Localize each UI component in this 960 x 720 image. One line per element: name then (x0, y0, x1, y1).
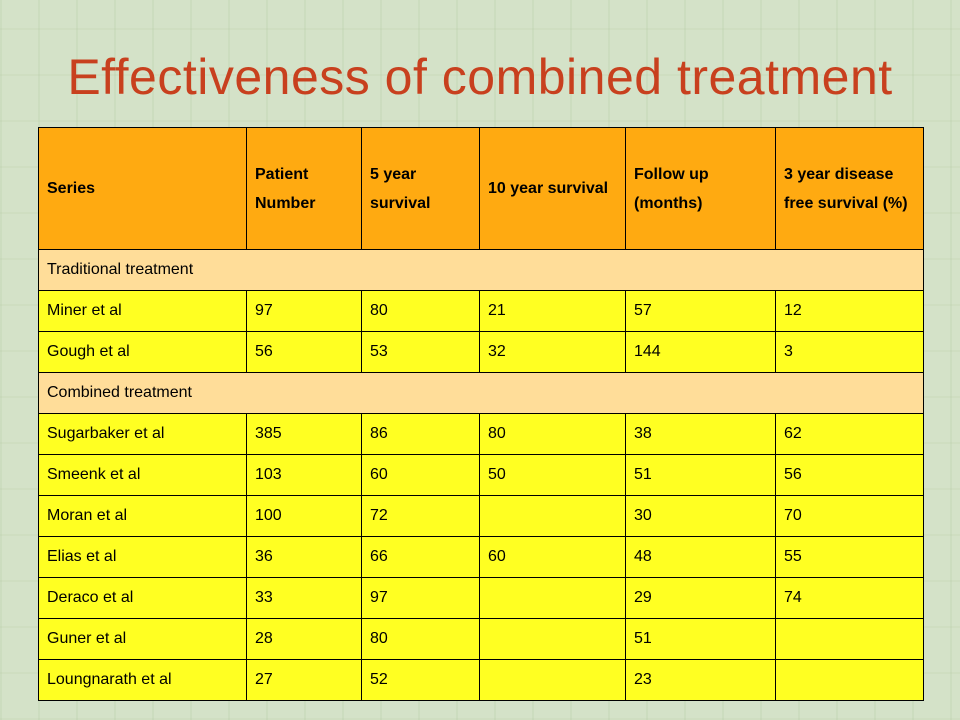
cell-10yr (479, 495, 626, 537)
table-row: Smeenk et al 103 60 50 51 56 (38, 454, 924, 496)
cell-5yr: 53 (361, 331, 480, 373)
cell-series: Sugarbaker et al (38, 413, 247, 455)
cell-5yr: 66 (361, 536, 480, 578)
results-table: Series Patient Number 5 year survival 10… (38, 127, 924, 701)
cell-dfs: 62 (775, 413, 924, 455)
cell-series: Moran et al (38, 495, 247, 537)
section-row-traditional: Traditional treatment (38, 249, 924, 291)
cell-series: Elias et al (38, 536, 247, 578)
cell-follow-up: 51 (625, 618, 776, 660)
cell-series: Smeenk et al (38, 454, 247, 496)
cell-5yr: 80 (361, 290, 480, 332)
cell-10yr (479, 618, 626, 660)
cell-follow-up: 23 (625, 659, 776, 701)
cell-dfs: 55 (775, 536, 924, 578)
cell-10yr: 80 (479, 413, 626, 455)
cell-5yr: 72 (361, 495, 480, 537)
cell-dfs: 70 (775, 495, 924, 537)
cell-patients: 27 (246, 659, 362, 701)
header-5-year-survival: 5 year survival (361, 127, 480, 250)
cell-dfs (775, 618, 924, 660)
cell-dfs (775, 659, 924, 701)
cell-follow-up: 144 (625, 331, 776, 373)
table-row: Guner et al 28 80 51 (38, 618, 924, 660)
cell-follow-up: 51 (625, 454, 776, 496)
cell-patients: 97 (246, 290, 362, 332)
header-10-year-survival: 10 year survival (479, 127, 626, 250)
cell-patients: 28 (246, 618, 362, 660)
table-row: Sugarbaker et al 385 86 80 38 62 (38, 413, 924, 455)
slide-title: Effectiveness of combined treatment (67, 49, 893, 105)
cell-follow-up: 38 (625, 413, 776, 455)
header-row: Series Patient Number 5 year survival 10… (38, 127, 924, 250)
table-row: Miner et al 97 80 21 57 12 (38, 290, 924, 332)
cell-patients: 33 (246, 577, 362, 619)
cell-series: Loungnarath et al (38, 659, 247, 701)
header-follow-up: Follow up (months) (625, 127, 776, 250)
cell-10yr: 50 (479, 454, 626, 496)
cell-10yr (479, 577, 626, 619)
section-row-combined: Combined treatment (38, 372, 924, 414)
cell-5yr: 52 (361, 659, 480, 701)
cell-dfs: 12 (775, 290, 924, 332)
section-label: Traditional treatment (38, 249, 924, 291)
header-3-year-dfs: 3 year disease free survival (%) (775, 127, 924, 250)
cell-follow-up: 57 (625, 290, 776, 332)
cell-series: Guner et al (38, 618, 247, 660)
cell-patients: 56 (246, 331, 362, 373)
cell-5yr: 86 (361, 413, 480, 455)
cell-follow-up: 29 (625, 577, 776, 619)
cell-series: Miner et al (38, 290, 247, 332)
cell-dfs: 56 (775, 454, 924, 496)
table-row: Elias et al 36 66 60 48 55 (38, 536, 924, 578)
cell-5yr: 60 (361, 454, 480, 496)
header-patient-number: Patient Number (246, 127, 362, 250)
cell-10yr: 32 (479, 331, 626, 373)
cell-5yr: 97 (361, 577, 480, 619)
cell-dfs: 74 (775, 577, 924, 619)
section-label: Combined treatment (38, 372, 924, 414)
cell-patients: 385 (246, 413, 362, 455)
table-row: Deraco et al 33 97 29 74 (38, 577, 924, 619)
table-row: Moran et al 100 72 30 70 (38, 495, 924, 537)
table-row: Gough et al 56 53 32 144 3 (38, 331, 924, 373)
cell-series: Gough et al (38, 331, 247, 373)
cell-10yr: 21 (479, 290, 626, 332)
cell-5yr: 80 (361, 618, 480, 660)
cell-dfs: 3 (775, 331, 924, 373)
header-series: Series (38, 127, 247, 250)
cell-follow-up: 48 (625, 536, 776, 578)
cell-patients: 100 (246, 495, 362, 537)
cell-10yr: 60 (479, 536, 626, 578)
cell-patients: 36 (246, 536, 362, 578)
cell-patients: 103 (246, 454, 362, 496)
table-row: Loungnarath et al 27 52 23 (38, 659, 924, 701)
cell-follow-up: 30 (625, 495, 776, 537)
cell-10yr (479, 659, 626, 701)
cell-series: Deraco et al (38, 577, 247, 619)
